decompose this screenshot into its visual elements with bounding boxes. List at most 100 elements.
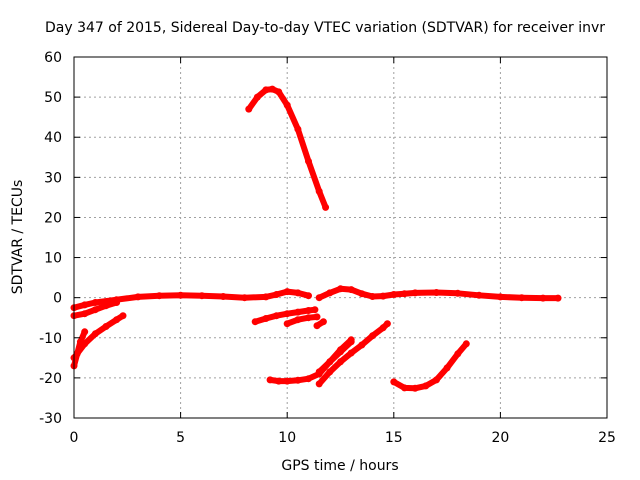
y-tick-label: -10 bbox=[39, 331, 62, 347]
tick-layer: 0 5 10 15 20 25 -30 -20 -10 0 10 20 30 40 50 60 bbox=[39, 50, 616, 446]
data-point bbox=[305, 307, 312, 314]
data-point bbox=[347, 349, 355, 357]
data-point bbox=[322, 203, 330, 211]
data-point bbox=[401, 290, 408, 298]
y-tick-label: 10 bbox=[44, 251, 62, 267]
data-point bbox=[81, 310, 89, 318]
series-arc-diag-1 bbox=[315, 320, 391, 388]
data-point bbox=[245, 105, 253, 113]
x-tick-label: 0 bbox=[70, 430, 79, 446]
data-point bbox=[241, 294, 249, 302]
data-point bbox=[81, 328, 89, 336]
data-point bbox=[305, 292, 312, 300]
data-point bbox=[347, 286, 355, 294]
data-point bbox=[326, 368, 334, 376]
y-tick-label: 50 bbox=[44, 90, 62, 106]
data-point bbox=[219, 293, 227, 300]
data-point bbox=[134, 293, 142, 301]
series-line bbox=[245, 86, 329, 211]
data-point bbox=[268, 85, 276, 93]
data-point bbox=[383, 320, 391, 328]
data-point bbox=[475, 291, 483, 299]
data-point bbox=[283, 377, 291, 385]
data-point bbox=[369, 293, 376, 300]
x-tick-label: 15 bbox=[385, 430, 403, 446]
data-point bbox=[432, 376, 440, 384]
y-tick-label: 0 bbox=[53, 291, 62, 307]
data-point bbox=[283, 320, 291, 328]
data-point bbox=[275, 377, 283, 385]
data-point bbox=[273, 291, 280, 298]
series-arc-mid-neg2 bbox=[283, 313, 321, 328]
data-point bbox=[283, 288, 291, 296]
data-point bbox=[262, 315, 270, 322]
data-point bbox=[454, 289, 462, 297]
data-point bbox=[294, 316, 302, 324]
data-point bbox=[102, 323, 110, 330]
data-point bbox=[390, 378, 398, 386]
data-point bbox=[539, 294, 547, 302]
data-point bbox=[198, 292, 206, 300]
data-point bbox=[411, 384, 419, 392]
data-point bbox=[113, 299, 121, 306]
data-point bbox=[251, 318, 259, 326]
data-point bbox=[315, 380, 323, 388]
data-point bbox=[422, 382, 430, 390]
data-point bbox=[454, 350, 462, 358]
data-point bbox=[266, 376, 274, 384]
data-point bbox=[294, 308, 302, 316]
data-point bbox=[496, 293, 504, 301]
data-point bbox=[443, 364, 451, 372]
data-point bbox=[411, 289, 419, 297]
x-tick-label: 10 bbox=[278, 430, 296, 446]
series-arc-mid-small bbox=[313, 318, 327, 330]
y-tick-label: 40 bbox=[44, 130, 62, 146]
data-point bbox=[262, 293, 270, 301]
data-point bbox=[155, 292, 163, 300]
data-point bbox=[294, 376, 302, 384]
data-point bbox=[326, 289, 334, 297]
data-point bbox=[313, 313, 321, 321]
data-point bbox=[462, 340, 470, 348]
y-tick-label: 60 bbox=[44, 50, 62, 66]
data-point bbox=[358, 341, 366, 349]
series-arc-mid-neg bbox=[251, 306, 319, 326]
data-point bbox=[347, 338, 355, 346]
data-point bbox=[311, 306, 319, 314]
series-line bbox=[284, 313, 320, 327]
y-tick-label: 30 bbox=[44, 170, 62, 186]
series-arc-left-rise bbox=[70, 312, 127, 362]
data-point bbox=[305, 157, 312, 165]
data-point bbox=[337, 358, 344, 366]
data-point bbox=[319, 318, 327, 326]
data-point bbox=[275, 88, 283, 96]
data-point bbox=[313, 322, 321, 330]
data-point bbox=[337, 285, 344, 293]
series-layer bbox=[70, 85, 562, 392]
data-point bbox=[337, 348, 344, 356]
data-point bbox=[102, 302, 110, 310]
data-point bbox=[369, 332, 376, 340]
plot-frame bbox=[73, 56, 608, 419]
data-point bbox=[554, 294, 562, 302]
data-point bbox=[305, 375, 312, 383]
data-point bbox=[81, 301, 89, 309]
series-line bbox=[316, 338, 355, 375]
data-point bbox=[358, 290, 366, 298]
data-point bbox=[390, 291, 398, 298]
grid-layer bbox=[74, 57, 607, 418]
data-point bbox=[326, 358, 334, 366]
data-point bbox=[294, 289, 302, 297]
series-arc-lower-left bbox=[70, 299, 121, 320]
series-arc-high bbox=[245, 85, 330, 211]
data-point bbox=[273, 312, 280, 320]
y-tick-label: -30 bbox=[39, 411, 62, 427]
y-axis-label: SDTVAR / TECUs bbox=[10, 180, 26, 295]
data-point bbox=[294, 125, 302, 133]
series-arc-diag-2 bbox=[315, 338, 355, 376]
series-line bbox=[390, 340, 470, 392]
data-point bbox=[315, 368, 323, 376]
data-point bbox=[305, 314, 312, 322]
